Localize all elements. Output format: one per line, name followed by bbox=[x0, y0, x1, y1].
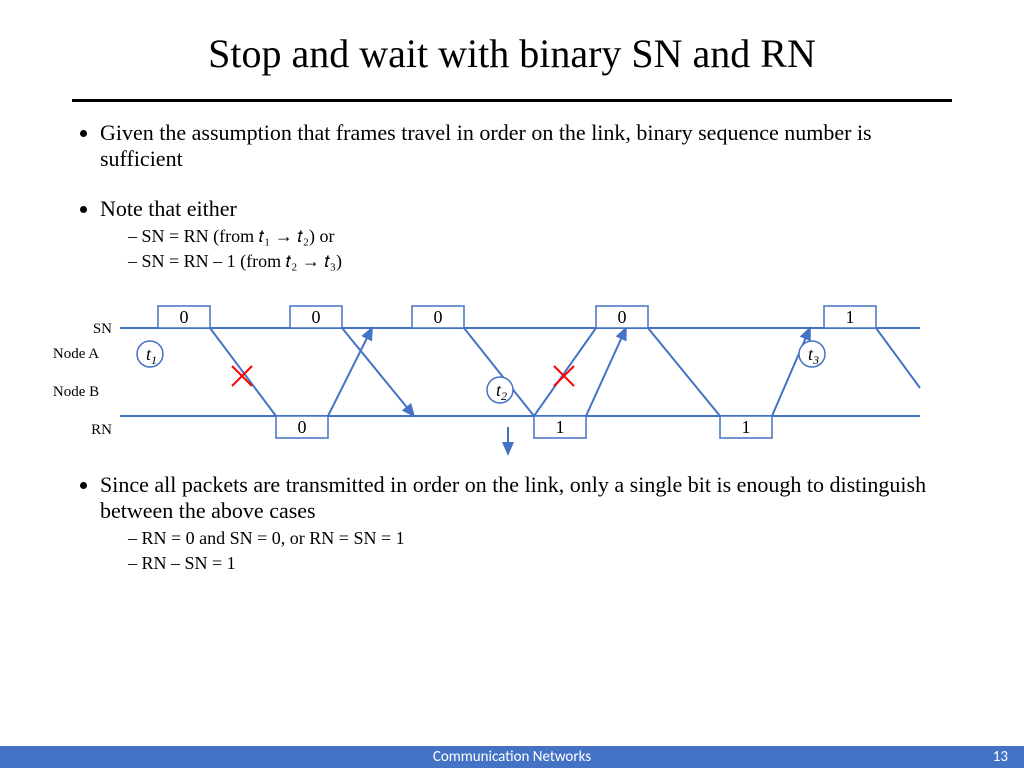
svg-text:0: 0 bbox=[312, 307, 321, 327]
content-top: Given the assumption that frames travel … bbox=[0, 102, 1024, 272]
bullet-3-text: Since all packets are transmitted in ord… bbox=[100, 472, 926, 523]
svg-text:1: 1 bbox=[742, 417, 751, 437]
svg-text:SN: SN bbox=[93, 321, 112, 337]
content-bottom: Since all packets are transmitted in ord… bbox=[0, 466, 1024, 574]
footer-title: Communication Networks bbox=[0, 748, 1024, 766]
svg-text:RN: RN bbox=[91, 422, 112, 438]
bullet-1: Given the assumption that frames travel … bbox=[100, 120, 952, 172]
svg-text:0: 0 bbox=[618, 307, 627, 327]
bullet-3a: RN = 0 and SN = 0, or RN = SN = 1 bbox=[128, 528, 952, 549]
footer-bar: Communication Networks 13 bbox=[0, 746, 1024, 768]
bullet-2-text: Note that either bbox=[100, 196, 237, 221]
svg-text:0: 0 bbox=[434, 307, 443, 327]
bullet-3: Since all packets are transmitted in ord… bbox=[100, 472, 952, 574]
svg-text:Node B: Node B bbox=[53, 384, 99, 400]
svg-text:0: 0 bbox=[298, 417, 307, 437]
bullet-2b: SN = RN – 1 (from 𝑡₂ → 𝑡₃) bbox=[128, 251, 952, 272]
svg-text:1: 1 bbox=[556, 417, 565, 437]
svg-text:1: 1 bbox=[846, 307, 855, 327]
bullet-2a: SN = RN (from 𝑡₁ → 𝑡₂) or bbox=[128, 226, 952, 247]
slide-title: Stop and wait with binary SN and RN bbox=[0, 0, 1024, 77]
svg-text:Node A: Node A bbox=[53, 346, 99, 362]
bullet-3b: RN – SN = 1 bbox=[128, 553, 952, 574]
bullet-2: Note that either SN = RN (from 𝑡₁ → 𝑡₂) … bbox=[100, 196, 952, 272]
timing-diagram: SNRNNode ANode B00001011t1t2t3 bbox=[0, 296, 1024, 466]
slide: Stop and wait with binary SN and RN Give… bbox=[0, 0, 1024, 768]
footer-page: 13 bbox=[993, 748, 1008, 766]
svg-text:0: 0 bbox=[180, 307, 189, 327]
